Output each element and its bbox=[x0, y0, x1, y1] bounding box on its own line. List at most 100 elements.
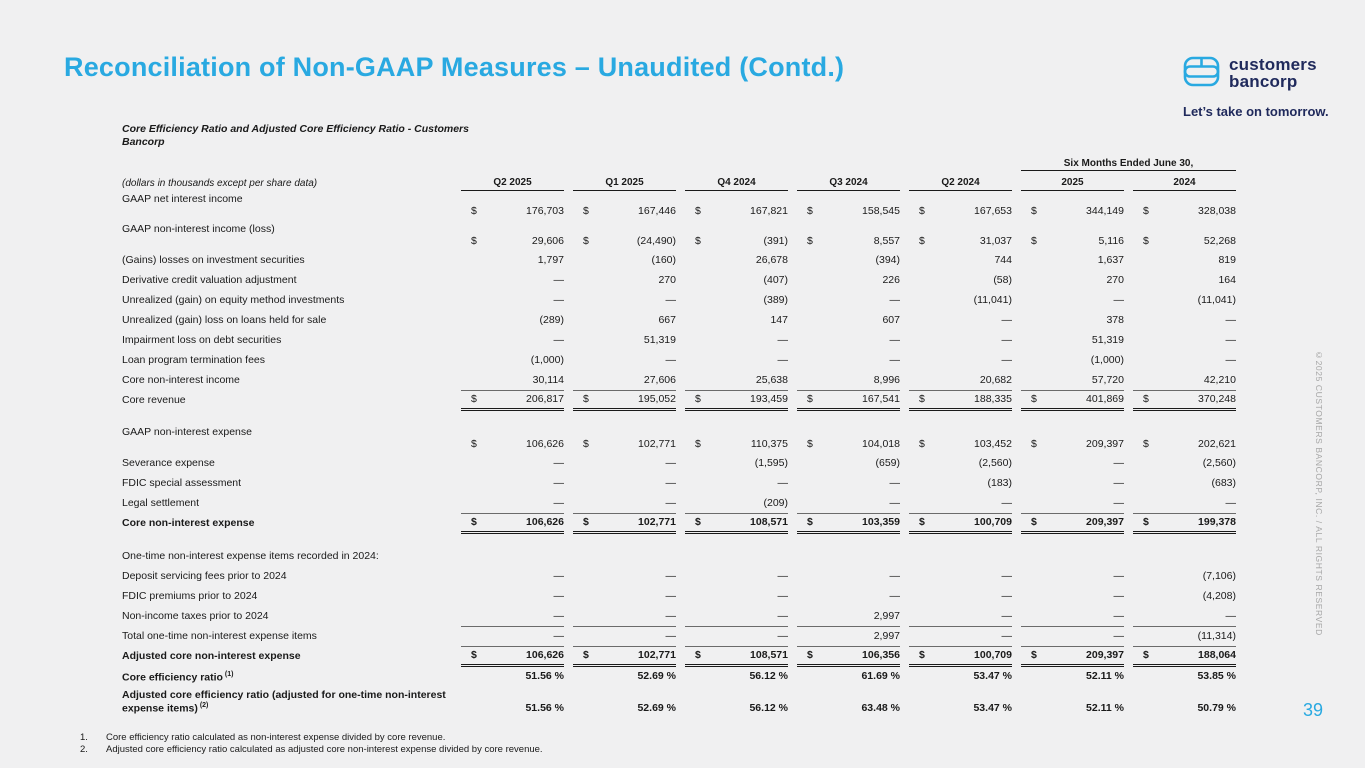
dollar-sign: $ bbox=[471, 515, 477, 528]
spacer-row bbox=[122, 411, 1236, 424]
row-label: Unrealized (gain) loss on loans held for… bbox=[122, 314, 327, 327]
amount: — bbox=[1001, 354, 1013, 367]
amount: — bbox=[665, 496, 677, 509]
cell-value: 26,678 bbox=[685, 251, 788, 271]
amount: 51,319 bbox=[643, 334, 676, 347]
cell-value: — bbox=[1133, 351, 1237, 371]
amount: 744 bbox=[994, 254, 1012, 267]
cell-value: $ (24,490) bbox=[573, 221, 676, 251]
cell-value: $52,268 bbox=[1133, 221, 1236, 251]
cell-value: 50.79 % bbox=[1133, 687, 1236, 717]
cell-value: $106,626 bbox=[461, 647, 564, 667]
footnote-number: 2. bbox=[80, 744, 88, 756]
cell-value: $167,653 bbox=[909, 191, 1012, 221]
cell-value: (11,041) bbox=[1133, 291, 1236, 311]
cell-value: 57,720 bbox=[1021, 371, 1124, 391]
cell-value: — bbox=[685, 607, 788, 627]
cell-value: 61.69 % bbox=[797, 667, 900, 687]
amount: — bbox=[553, 609, 565, 622]
cell-value: (160) bbox=[573, 251, 676, 271]
cell-value: — bbox=[573, 494, 676, 514]
cell-value: $202,621 bbox=[1133, 424, 1236, 454]
row-label: Impairment loss on debt securities bbox=[122, 334, 282, 347]
table-row: One-time non-interest expense items reco… bbox=[122, 547, 1236, 567]
amount: 167,821 bbox=[750, 204, 788, 217]
cell-value: $108,571 bbox=[685, 647, 788, 667]
column-header: Q1 2025 bbox=[573, 171, 676, 191]
footnote: 1. Core efficiency ratio calculated as n… bbox=[80, 732, 543, 744]
row-label: Core non-interest expense bbox=[122, 517, 255, 530]
amount: — bbox=[777, 590, 789, 603]
amount: 188,064 bbox=[1198, 648, 1236, 661]
row-label: Total one-time non-interest expense item… bbox=[122, 630, 317, 643]
cell-value: — bbox=[685, 331, 789, 351]
amount: (683) bbox=[1211, 477, 1236, 490]
financial-table: Six Months Ended June 30, (dollars in th… bbox=[113, 151, 1245, 717]
amount: 270 bbox=[658, 274, 676, 287]
six-months-header: Six Months Ended June 30, bbox=[1021, 151, 1236, 171]
amount: — bbox=[777, 477, 789, 490]
cell-value: 53.47 % bbox=[909, 667, 1012, 687]
cell-value: — bbox=[573, 607, 676, 627]
dollar-sign: $ bbox=[807, 234, 813, 247]
cell-value: (1,000) bbox=[461, 351, 564, 371]
column-header: 2024 bbox=[1133, 171, 1236, 191]
cell-value: $344,149 bbox=[1021, 191, 1124, 221]
cell-value: — bbox=[573, 454, 677, 474]
footnotes: 1. Core efficiency ratio calculated as n… bbox=[80, 732, 543, 756]
dollar-sign: $ bbox=[583, 515, 589, 528]
amount: — bbox=[777, 629, 789, 642]
amount: — bbox=[553, 294, 565, 307]
cell-value: — bbox=[1021, 474, 1125, 494]
cell-value: (683) bbox=[1133, 474, 1236, 494]
cell-value: — bbox=[461, 567, 565, 587]
amount: 104,018 bbox=[862, 437, 900, 450]
amount: 167,541 bbox=[862, 392, 900, 405]
table-body: GAAP net interest income $176,703 $167,446… bbox=[122, 191, 1236, 717]
dollar-sign: $ bbox=[695, 392, 701, 405]
amount: 106,626 bbox=[526, 437, 564, 450]
cell-value: $110,375 bbox=[685, 424, 788, 454]
amount: 226 bbox=[882, 274, 900, 287]
column-header: 2025 bbox=[1021, 171, 1124, 191]
cell-value: $31,037 bbox=[909, 221, 1012, 251]
amount: 52.69 % bbox=[637, 670, 676, 683]
cell-value: 147 bbox=[685, 311, 788, 331]
cell-value: — bbox=[909, 311, 1013, 331]
amount: 56.12 % bbox=[749, 670, 788, 683]
amount: 2,997 bbox=[873, 629, 900, 642]
amount: — bbox=[1225, 609, 1237, 622]
row-label: Non-income taxes prior to 2024 bbox=[122, 610, 269, 623]
amount: — bbox=[1001, 590, 1013, 603]
row-label: GAAP non-interest expense bbox=[122, 426, 252, 438]
table-row: Core revenue $206,817 $195,052 $193,459 $167… bbox=[122, 391, 1236, 411]
cell-value: (11,314) bbox=[1133, 627, 1236, 647]
amount: — bbox=[777, 334, 789, 347]
cell-value: $108,571 bbox=[685, 514, 788, 534]
cell-value: $106,626 bbox=[461, 514, 564, 534]
amount: 1,637 bbox=[1097, 254, 1124, 267]
dollar-sign: $ bbox=[919, 204, 925, 217]
table-row: Severance expense — — (1,595) (659) (2,560) — (… bbox=[122, 454, 1236, 474]
cell-value: $100,709 bbox=[909, 514, 1012, 534]
amount: (289) bbox=[539, 314, 564, 327]
amount: 20,682 bbox=[979, 373, 1012, 386]
amount: — bbox=[889, 570, 901, 583]
dollar-sign: $ bbox=[471, 648, 477, 661]
dollar-sign: $ bbox=[919, 392, 925, 405]
cell-value: 164 bbox=[1133, 271, 1236, 291]
cell-value: $176,703 bbox=[461, 191, 564, 221]
copyright-vertical-text: ©2025 CUSTOMERS BANCORP, INC. / ALL RIGH… bbox=[1314, 350, 1324, 636]
amount: 8,996 bbox=[873, 373, 900, 386]
cell-value: 51.56 % bbox=[461, 667, 564, 687]
amount: — bbox=[665, 590, 677, 603]
amount: 206,817 bbox=[526, 392, 564, 405]
table-header: Six Months Ended June 30, (dollars in th… bbox=[122, 151, 1236, 191]
table-row: Loan program termination fees (1,000) — — — —… bbox=[122, 351, 1236, 371]
cell-value: — bbox=[909, 351, 1013, 371]
amount: — bbox=[665, 570, 677, 583]
cell-value: 56.12 % bbox=[685, 687, 788, 717]
amount: — bbox=[1001, 496, 1013, 509]
amount: 29,606 bbox=[531, 234, 564, 247]
amount: 199,378 bbox=[1198, 515, 1236, 528]
